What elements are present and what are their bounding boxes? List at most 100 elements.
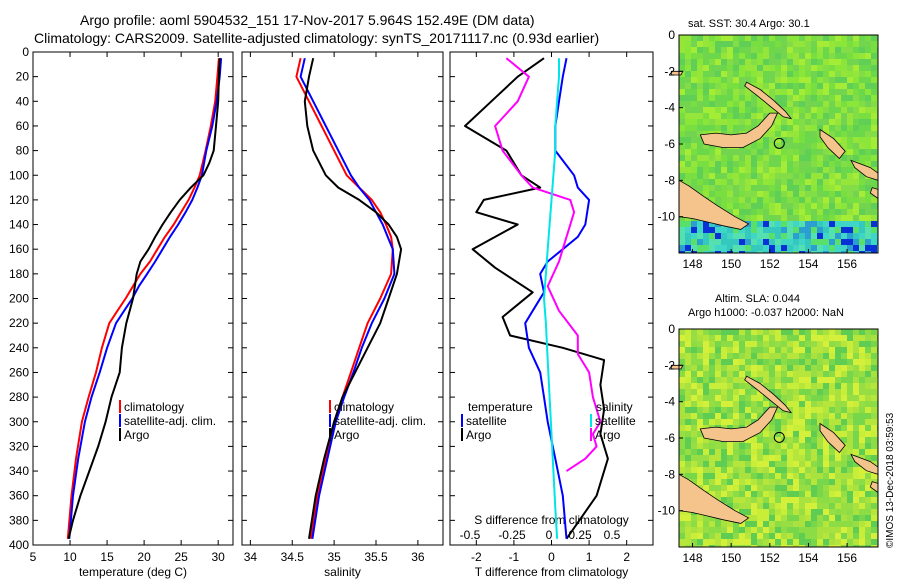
map-cell (829, 227, 835, 233)
map-cell (865, 509, 871, 515)
map-cell (679, 59, 685, 65)
map-cell (757, 461, 763, 467)
map-cell (697, 407, 703, 413)
map-cell (715, 419, 721, 425)
map-cell (781, 95, 787, 101)
map-cell (811, 419, 817, 425)
map-cell (781, 209, 787, 215)
map-cell (679, 467, 685, 473)
map-cell (721, 467, 727, 473)
map-cell (823, 413, 829, 419)
map-cell (679, 215, 685, 221)
map-cell (763, 197, 769, 203)
map-cell (787, 173, 793, 179)
map-cell (805, 59, 811, 65)
map-cell (835, 419, 841, 425)
map-cell (715, 365, 721, 371)
map-cell (697, 65, 703, 71)
map-cell (715, 125, 721, 131)
map-cell (865, 161, 871, 167)
map-cell (823, 449, 829, 455)
map-cell (751, 221, 757, 227)
map-cell (781, 161, 787, 167)
map-cell (739, 389, 745, 395)
map-cell (703, 107, 709, 113)
map-cell (799, 479, 805, 485)
map-cell (859, 371, 865, 377)
map-cell (805, 53, 811, 59)
map-cell (685, 71, 691, 77)
map-cell (787, 179, 793, 185)
map-cell (757, 377, 763, 383)
map-cell (691, 77, 697, 83)
map-cell (865, 383, 871, 389)
map-cell (745, 89, 751, 95)
map-cell (787, 473, 793, 479)
map-cell (739, 95, 745, 101)
map-cell (715, 401, 721, 407)
map-cell (769, 137, 775, 143)
map-cell (781, 239, 787, 245)
map-cell (727, 101, 733, 107)
map-cell (697, 365, 703, 371)
map-cell (697, 515, 703, 521)
map-cell (691, 155, 697, 161)
map-cell (865, 515, 871, 521)
map-cell (715, 107, 721, 113)
map-cell (799, 401, 805, 407)
map-cell (769, 197, 775, 203)
map-cell (709, 53, 715, 59)
map-cell (871, 179, 877, 185)
map-cell (823, 203, 829, 209)
map-cell (703, 185, 709, 191)
map-cell (721, 545, 727, 547)
difference-series-t-diff-satellite (524, 58, 591, 539)
map-cell (859, 449, 865, 455)
map-cell (775, 65, 781, 71)
map-cell (721, 83, 727, 89)
map-cell (697, 113, 703, 119)
map-cell (769, 479, 775, 485)
map-cell (835, 413, 841, 419)
map-cell (853, 215, 859, 221)
map-cell (793, 389, 799, 395)
map-cell (727, 35, 733, 41)
map-cell (679, 341, 685, 347)
map-cell (697, 239, 703, 245)
map-cell (865, 527, 871, 533)
map-cell (775, 497, 781, 503)
map-cell (769, 497, 775, 503)
map-cell (847, 251, 853, 253)
map-cell (703, 161, 709, 167)
map-cell (835, 131, 841, 137)
map-cell (721, 251, 727, 253)
map-cell (787, 161, 793, 167)
map-cell (853, 89, 859, 95)
map-cell (847, 371, 853, 377)
map-cell (685, 173, 691, 179)
map-cell (823, 533, 829, 539)
s-diff-axis-label: S difference from climatology (474, 513, 629, 527)
map-cell (679, 239, 685, 245)
map-cell (847, 425, 853, 431)
map-cell (865, 185, 871, 191)
map-cell (823, 539, 829, 545)
map-cell (727, 341, 733, 347)
map-cell (841, 53, 847, 59)
map-cell (709, 545, 715, 547)
map-cell (805, 95, 811, 101)
map-cell (787, 407, 793, 413)
map-cell (799, 179, 805, 185)
map-cell (697, 425, 703, 431)
map-cell (871, 137, 877, 143)
map-cell (709, 533, 715, 539)
map-cell (865, 455, 871, 461)
map-cell (697, 353, 703, 359)
map-cell (805, 497, 811, 503)
map-cell (841, 113, 847, 119)
map-cell (805, 137, 811, 143)
map-cell (763, 359, 769, 365)
map-cell (799, 137, 805, 143)
map-cell (799, 503, 805, 509)
map-cell (793, 449, 799, 455)
